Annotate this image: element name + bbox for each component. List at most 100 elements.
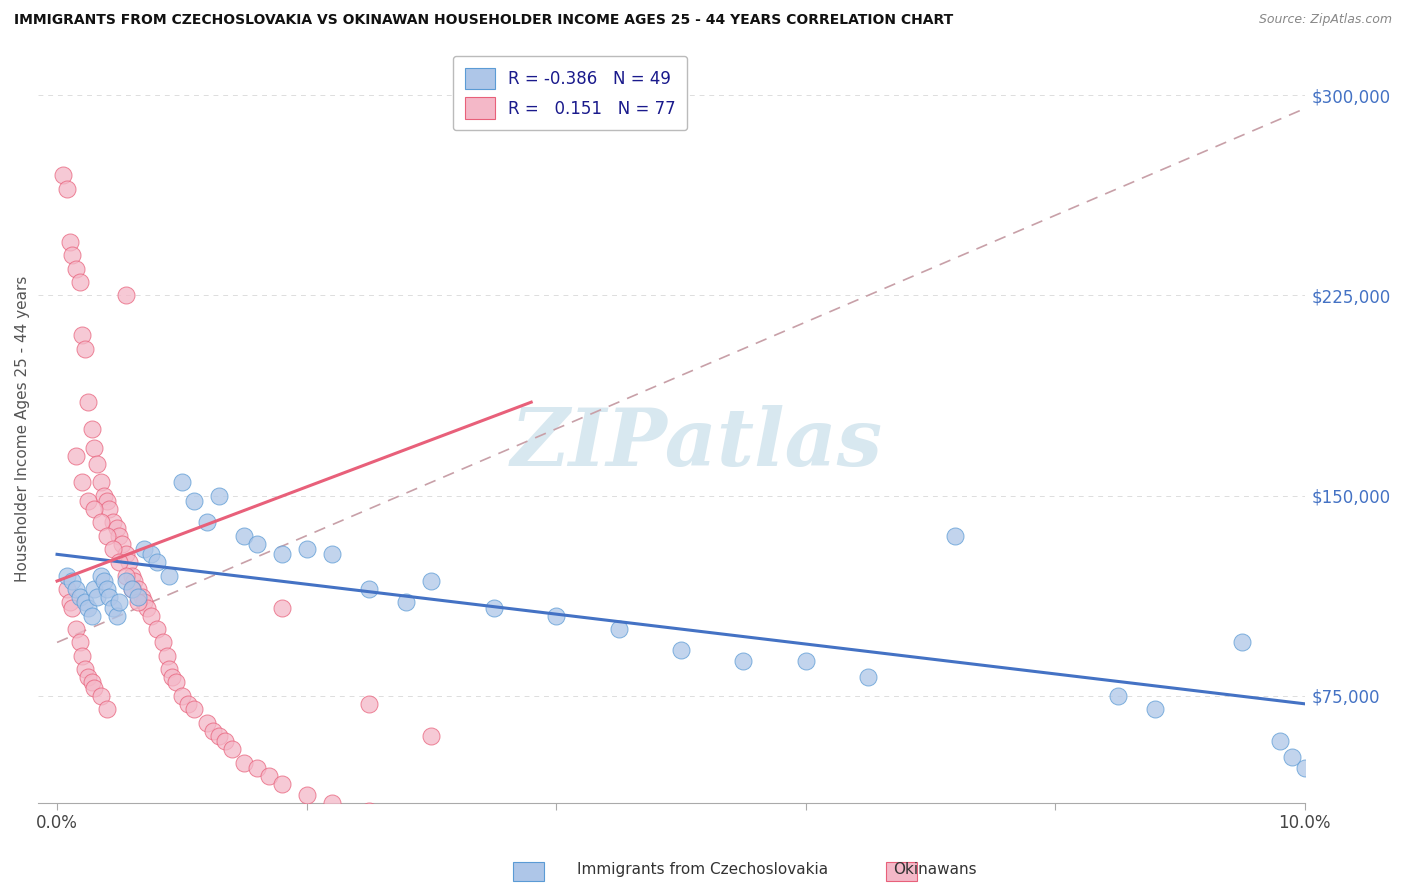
Point	[114, 574, 136, 588]
Point	[98, 502, 121, 516]
Point	[246, 536, 269, 550]
Point	[70, 475, 93, 490]
Point	[134, 541, 156, 556]
Point	[733, 654, 755, 668]
Point	[96, 582, 118, 596]
Point	[233, 529, 256, 543]
Point	[152, 635, 174, 649]
Point	[86, 457, 108, 471]
Point	[65, 582, 87, 596]
Point	[90, 689, 112, 703]
Point	[195, 715, 218, 730]
Point	[157, 568, 180, 582]
Point	[70, 328, 93, 343]
Point	[321, 796, 343, 810]
Point	[118, 555, 141, 569]
Point	[1144, 702, 1167, 716]
Point	[69, 275, 91, 289]
Text: Okinawans: Okinawans	[893, 863, 977, 877]
Point	[1232, 635, 1254, 649]
Point	[127, 582, 149, 596]
Point	[96, 529, 118, 543]
Point	[65, 261, 87, 276]
Point	[93, 574, 115, 588]
Point	[607, 622, 630, 636]
Text: Immigrants from Czechoslovakia: Immigrants from Czechoslovakia	[578, 863, 828, 877]
Point	[270, 547, 292, 561]
Point	[183, 494, 205, 508]
Point	[121, 582, 143, 596]
Point	[69, 635, 91, 649]
Point	[80, 422, 103, 436]
Point	[103, 516, 125, 530]
Point	[77, 395, 100, 409]
Point	[83, 681, 105, 695]
Text: ZIPatlas: ZIPatlas	[510, 405, 883, 483]
Point	[357, 582, 380, 596]
Text: IMMIGRANTS FROM CZECHOSLOVAKIA VS OKINAWAN HOUSEHOLDER INCOME AGES 25 - 44 YEARS: IMMIGRANTS FROM CZECHOSLOVAKIA VS OKINAW…	[14, 13, 953, 28]
Point	[134, 595, 156, 609]
Text: Source: ZipAtlas.com: Source: ZipAtlas.com	[1258, 13, 1392, 27]
Point	[96, 494, 118, 508]
Point	[669, 643, 692, 657]
Point	[157, 662, 180, 676]
Point	[420, 729, 443, 743]
Point	[56, 582, 79, 596]
Point	[80, 608, 103, 623]
Point	[270, 777, 292, 791]
Point	[56, 181, 79, 195]
Point	[73, 342, 96, 356]
Point	[208, 729, 231, 743]
Point	[108, 595, 131, 609]
Point	[103, 541, 125, 556]
Point	[77, 670, 100, 684]
Point	[65, 622, 87, 636]
Legend: R = -0.386   N = 49, R =   0.151   N = 77: R = -0.386 N = 49, R = 0.151 N = 77	[453, 56, 688, 130]
Point	[90, 568, 112, 582]
Point	[73, 595, 96, 609]
Point	[121, 568, 143, 582]
Point	[156, 648, 179, 663]
Point	[56, 568, 79, 582]
Point	[90, 475, 112, 490]
Point	[170, 475, 193, 490]
Point	[146, 555, 169, 569]
Point	[135, 600, 157, 615]
Point	[127, 595, 149, 609]
Point	[58, 235, 80, 249]
Point	[1281, 750, 1303, 764]
Point	[124, 574, 146, 588]
Point	[58, 595, 80, 609]
Point	[1268, 734, 1291, 748]
Point	[80, 675, 103, 690]
Point	[357, 804, 380, 818]
Point	[321, 547, 343, 561]
Point	[183, 702, 205, 716]
Point	[146, 622, 169, 636]
Point	[208, 489, 231, 503]
Point	[69, 590, 91, 604]
Point	[65, 449, 87, 463]
Point	[105, 608, 128, 623]
Point	[103, 600, 125, 615]
Point	[295, 541, 318, 556]
Point	[96, 702, 118, 716]
Point	[295, 788, 318, 802]
Point	[98, 590, 121, 604]
Point	[114, 288, 136, 302]
Point	[165, 675, 187, 690]
Point	[1107, 689, 1129, 703]
Point	[121, 582, 143, 596]
Point	[482, 600, 505, 615]
Point	[114, 547, 136, 561]
Point	[357, 697, 380, 711]
Point	[114, 568, 136, 582]
Point	[108, 555, 131, 569]
Point	[52, 168, 75, 182]
Point	[395, 595, 418, 609]
Point	[1294, 761, 1316, 775]
Point	[86, 590, 108, 604]
Point	[139, 608, 162, 623]
Point	[60, 248, 83, 262]
Point	[233, 756, 256, 770]
